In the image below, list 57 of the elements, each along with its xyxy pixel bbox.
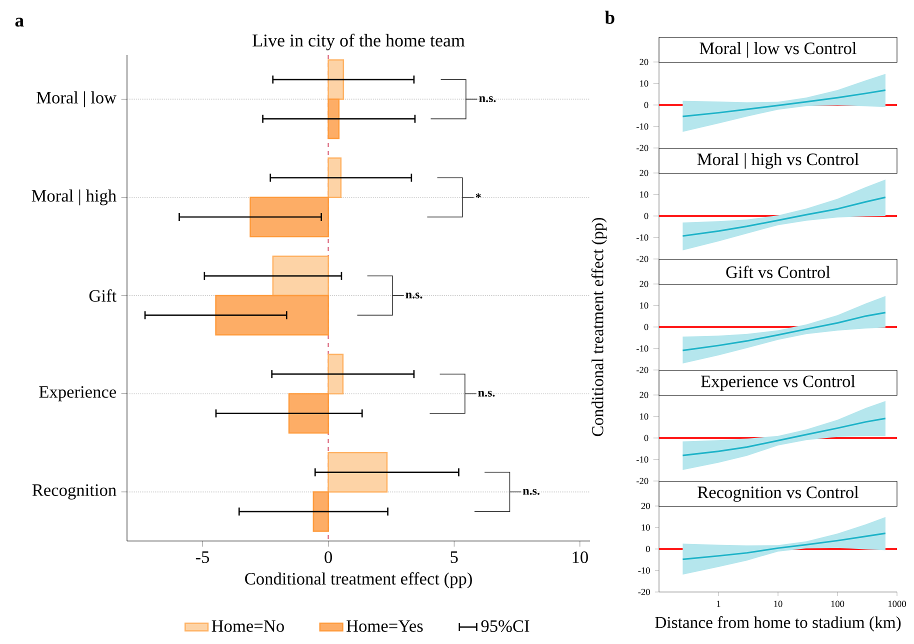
y-tick-label: Experience [39,386,116,402]
annotation: n.s. [479,96,496,102]
y-tick-label: 10 [640,413,648,420]
annotation: * [476,193,481,198]
y-tick-label: 20 [640,58,648,66]
y-tick-label: Moral | low [36,91,117,108]
chart-title: Moral | high vs Control [697,153,859,169]
y-tick-label: -10 [636,456,648,463]
y-tick-label: 10 [640,302,648,309]
x-tick-label: 0 [324,551,332,564]
y-axis-title: Conditional treatment effect (pp) [591,218,607,436]
y-tick-label: 20 [641,502,650,510]
y-tick-label: -20 [636,478,648,484]
x-tick-label: 10 [774,600,782,608]
chart-title: Experience vs Control [701,375,856,391]
y-tick-label: 0 [644,212,648,220]
x-tick-label: 100 [831,600,844,608]
y-tick-label: 10 [640,191,648,198]
y-tick-label: 10 [642,524,650,531]
chart-title: Recognition vs Control [698,486,859,502]
annotation: n.s. [478,390,495,397]
y-tick-label: 0 [644,324,648,330]
y-tick-label: 0 [646,546,650,552]
y-tick-label: -10 [636,234,648,241]
y-tick-label: -10 [638,567,650,574]
x-tick-label: -5 [196,551,210,563]
y-tick-label: Moral | high [32,189,116,206]
y-tick-label: -20 [636,256,648,262]
legend-label: Home=Yes [346,620,423,632]
y-tick-label: 0 [644,102,648,108]
chart-title: Live in city of the home team [252,34,465,50]
annotation: n.s. [522,489,540,495]
y-tick-label: Gift [89,289,116,302]
x-tick-label: 10 [572,551,588,564]
y-tick-label: Recognition [32,484,116,500]
y-tick-label: 20 [640,392,648,398]
legend-label: Home=No [212,620,284,632]
text: 95%CI [481,620,530,632]
y-tick-label: -10 [636,123,648,130]
y-tick-label: 0 [644,434,648,442]
x-tick-label: 5 [450,551,458,563]
x-axis-title: Distance from home to stadium (km) [655,616,901,632]
x-tick-label: 1000 [888,600,906,608]
x-axis-title: Conditional treatment effect (pp) [245,572,472,588]
y-tick-label: -20 [636,366,648,374]
text: a [15,18,24,27]
y-tick-label: 10 [640,80,648,87]
chart-title: Moral | low vs Control [700,42,856,58]
chart-title: Gift vs Control [726,266,830,278]
y-tick-label: 20 [640,280,648,288]
text: b [604,10,614,24]
y-tick-label: 20 [640,170,648,176]
y-tick-label: -20 [636,144,648,152]
y-tick-label: -20 [638,588,650,596]
x-tick-label: 1 [716,600,720,607]
y-tick-label: -10 [636,345,648,352]
annotation: n.s. [406,292,422,298]
